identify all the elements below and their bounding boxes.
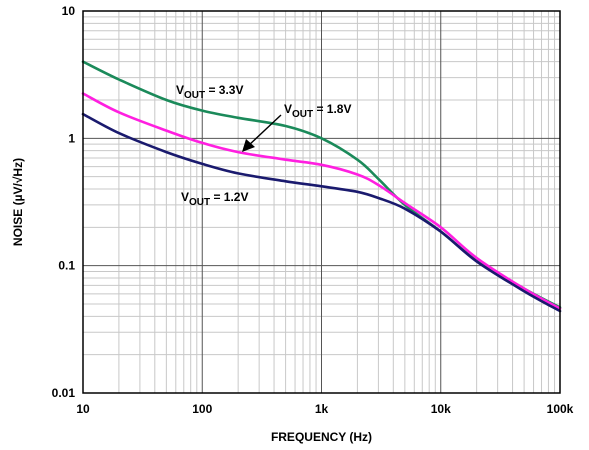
x-axis-title: FREQUENCY (Hz): [271, 430, 372, 444]
grid: [82, 10, 561, 394]
y-tick-label: 0.01: [52, 386, 76, 400]
x-tick-label: 1k: [315, 402, 329, 416]
y-tick-label: 0.1: [58, 259, 75, 273]
x-tick-label: 10k: [431, 402, 451, 416]
x-tick-label: 100: [192, 402, 212, 416]
series-lines: [81, 60, 562, 313]
label-vout-3v3: VOUT = 3.3V: [176, 83, 244, 101]
y-tick-label: 1: [68, 131, 75, 145]
x-tick-label: 10: [76, 402, 90, 416]
y-tick-label: 10: [62, 4, 76, 18]
y-axis-title: NOISE (µV/√Hz): [11, 158, 25, 246]
tick-labels: 10 100 1k 10k 100k 0.01 0.1 1 10: [52, 4, 574, 416]
label-vout-1v8: VOUT = 1.8V: [284, 102, 352, 120]
arrow-line-1v8: [247, 114, 282, 147]
series-annotations: VOUT = 3.3V VOUT = 1.8V VOUT = 1.2V: [176, 83, 352, 208]
series-line-1v2: [81, 112, 562, 313]
label-vout-1v2: VOUT = 1.2V: [181, 190, 249, 208]
series-line-1v8: [81, 92, 562, 310]
arrow-head-1v8: [242, 139, 255, 152]
x-tick-label: 100k: [547, 402, 574, 416]
plot-frame: [82, 10, 561, 394]
